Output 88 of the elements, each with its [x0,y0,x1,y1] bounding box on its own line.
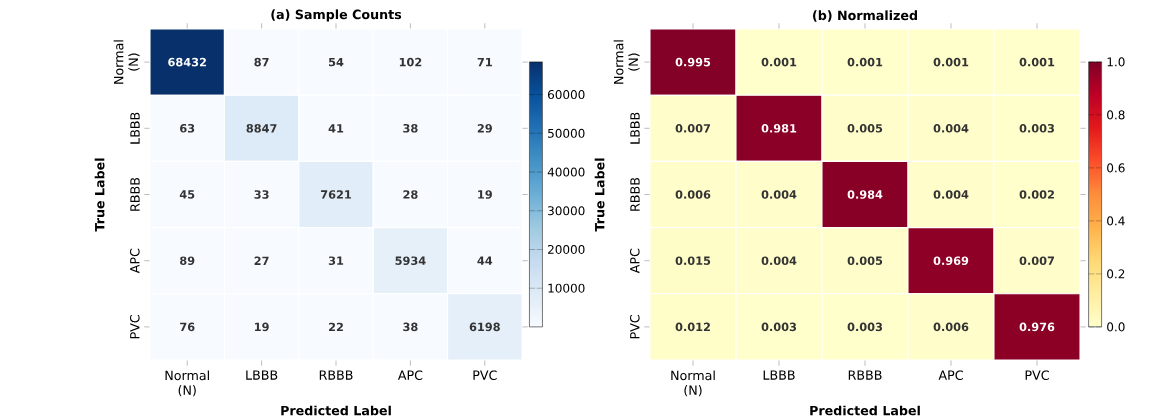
data-label: 0.007 [675,124,711,133]
x-tick-label: APC [397,370,423,380]
y-tick-label: Normal (N) [613,40,640,84]
x-tick-label: APC [938,370,963,380]
data-label: 33 [254,190,269,199]
x-tick-label: PVC [1025,370,1049,380]
y-tick-label: RBBB [130,177,140,211]
data-label: 5934 [395,256,426,265]
data-label: 0.003 [761,322,797,332]
y-tick-label: LBBB [130,112,140,144]
data-label: 0.012 [675,322,710,332]
data-label: 89 [180,256,195,265]
x-tick-label: RBBB [319,370,353,380]
data-label: 0.006 [933,322,969,332]
color-bar-label: 1.0 [1107,57,1125,67]
x-axis-title: Predicted Label [810,405,920,416]
x-tick-label: PVC [473,370,497,380]
data-label: 0.003 [1019,124,1055,133]
data-label: 22 [329,322,343,332]
data-label: 0.995 [675,57,711,67]
color-bar-label: 0.8 [1107,110,1125,120]
data-label: 6198 [469,322,500,332]
data-label: 0.005 [847,124,883,133]
data-label: 71 [477,57,492,67]
data-label: 0.001 [933,57,969,67]
x-tick-label: Normal (N) [165,370,209,397]
data-label: 0.004 [761,256,797,265]
data-label: 19 [255,322,269,332]
color-bar-label: 0.2 [1107,269,1125,279]
color-bar-label: 0.6 [1107,163,1125,173]
data-label: 0.007 [1019,256,1055,265]
color-bar-label: 40000 [547,167,585,177]
data-label: 0.976 [1019,322,1055,332]
data-label: 63 [180,124,195,133]
y-tick-label: Normal (N) [113,40,140,84]
color-bar-label: 30000 [548,206,585,216]
color-bar-label: 50000 [548,128,585,138]
data-label: 44 [477,256,493,265]
data-label: 0.981 [761,124,797,133]
color-bar-label: 60000 [548,90,585,100]
data-label: 38 [403,322,418,332]
y-tick-label: PVC [630,315,640,339]
data-label: 0.001 [847,57,883,67]
data-label: 0.969 [933,256,969,265]
data-label: 28 [403,190,418,199]
color-bar-label: 20000 [548,244,585,255]
y-tick-label: APC [630,248,640,274]
data-label: 0.004 [933,124,969,133]
data-label: 0.015 [675,256,711,265]
data-label: 0.006 [675,190,711,199]
color-bar-label: 0.0 [1107,322,1125,332]
data-label: 76 [180,322,195,332]
y-tick-label: PVC [130,315,140,339]
data-label: 0.005 [847,256,883,265]
data-label: 8847 [246,124,277,133]
data-label: 19 [478,190,492,199]
x-tick-label: Normal (N) [671,370,715,397]
chart-title: (b) Normalized [813,10,917,22]
y-tick-label: APC [130,248,140,274]
data-label: 38 [403,124,418,133]
y-tick-label: LBBB [630,112,640,144]
data-label: 0.984 [847,190,883,199]
data-label: 27 [254,256,269,265]
x-tick-label: LBBB [246,370,278,380]
data-label: 87 [254,57,269,67]
data-label: 0.002 [1019,190,1054,199]
y-tick-label: RBBB [630,177,640,211]
x-tick-label: RBBB [848,370,882,380]
data-label: 29 [477,124,492,133]
data-label: 0.001 [761,57,797,67]
data-label: 45 [179,190,195,199]
y-axis-title: True Label [594,158,605,232]
data-label: 54 [329,57,344,67]
color-bar-label: 10000 [548,283,585,293]
data-label: 68432 [168,57,206,67]
data-label: 0.004 [761,190,797,199]
data-label: 0.003 [847,322,883,332]
chart-title: (a) Sample Counts [271,9,402,22]
data-label: 41 [328,124,344,133]
data-label: 31 [328,256,344,265]
data-label: 0.001 [1019,57,1055,67]
x-axis-title: Predicted Label [281,405,391,416]
color-bar-label: 0.4 [1107,216,1125,226]
y-axis-title: True Label [94,158,105,232]
data-label: 102 [399,57,422,67]
data-label: 7621 [320,190,352,199]
x-tick-label: LBBB [763,370,795,380]
data-label: 0.004 [933,190,969,199]
